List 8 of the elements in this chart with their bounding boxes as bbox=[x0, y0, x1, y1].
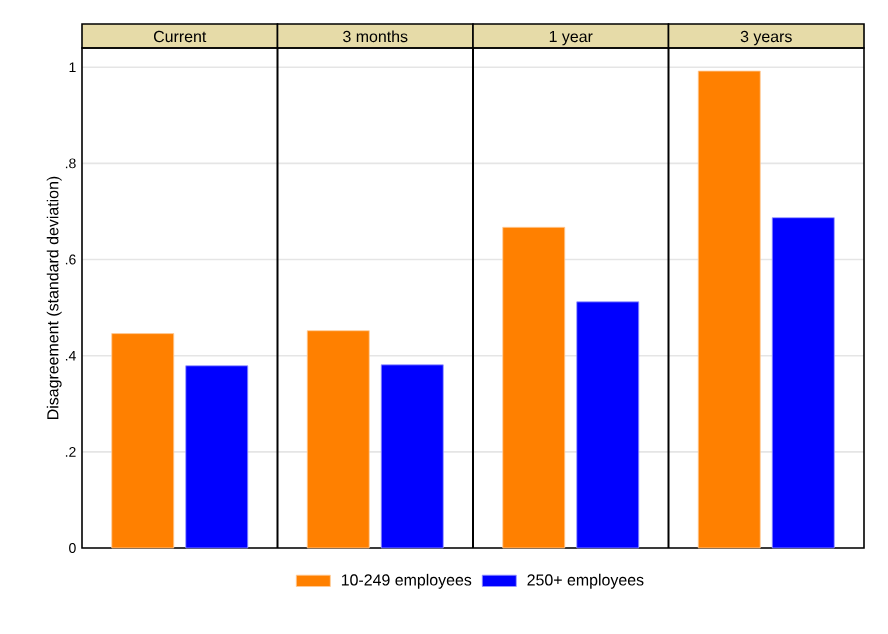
bar bbox=[576, 301, 640, 549]
bar bbox=[697, 70, 761, 549]
bar bbox=[502, 226, 566, 549]
bar bbox=[306, 330, 370, 549]
bar bbox=[771, 217, 835, 549]
bar bbox=[185, 365, 249, 549]
bar bbox=[111, 333, 175, 549]
bar bbox=[380, 364, 444, 549]
